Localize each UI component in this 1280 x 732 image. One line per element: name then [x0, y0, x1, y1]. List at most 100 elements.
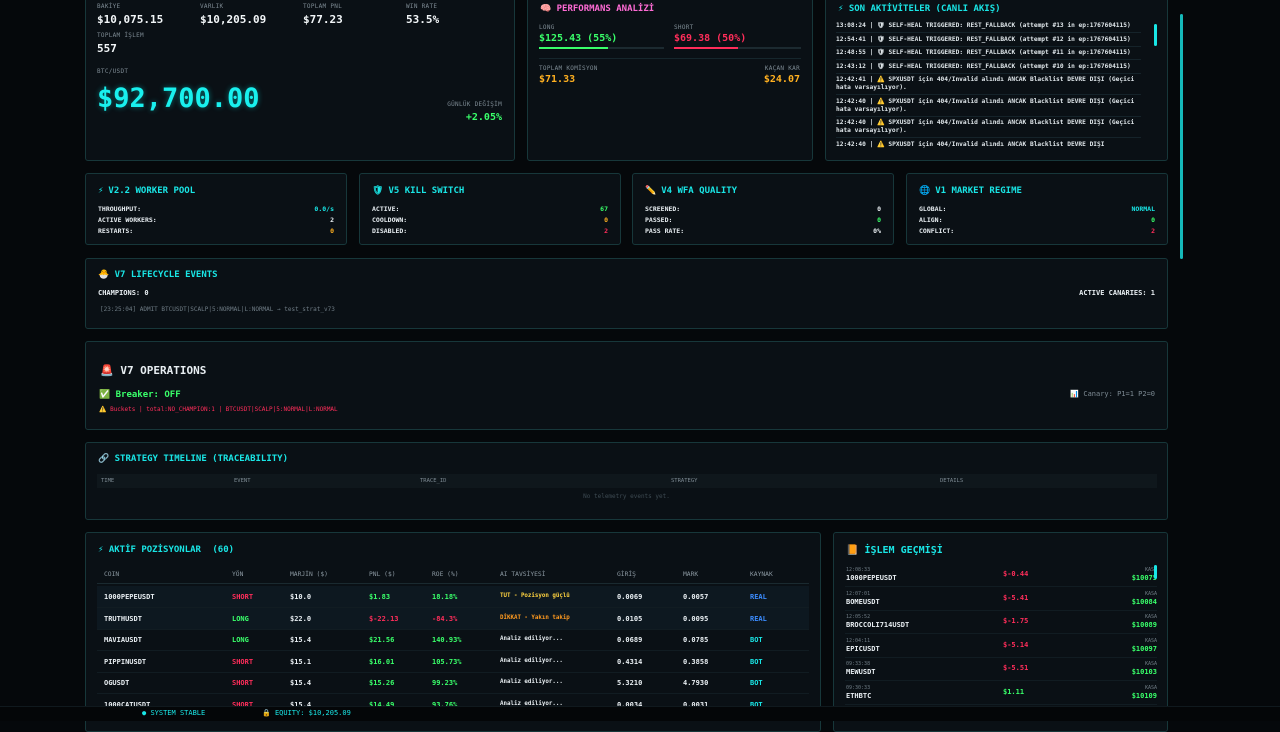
position-row: [97, 672, 809, 694]
cell-pnl: $15.26: [369, 679, 395, 687]
balance-label: KASA: [1144, 661, 1157, 667]
activity-entry: 12:42:40 | ⚠️ SPXUSDT için 404/Invalid a…: [836, 119, 1135, 134]
balance: $10103: [1131, 668, 1157, 676]
cell-pnl: $21.56: [369, 636, 395, 644]
position-row: [97, 629, 809, 651]
short-label: SHORT: [674, 24, 694, 31]
cell-pnl: $14.49: [369, 700, 395, 709]
cell-side: LONG: [232, 614, 249, 623]
canary: 📊 Canary: P1=1 P2=0: [1070, 390, 1155, 398]
scrollbar: [1154, 565, 1157, 579]
trade-time: 09:33:38: [846, 661, 871, 667]
metric-label: DISABLED:: [372, 227, 408, 235]
champions: CHAMPIONS: 0: [98, 289, 149, 297]
card-icon: 🌐: [919, 186, 931, 196]
trade-pnl: $-1.75: [1003, 617, 1029, 625]
metric-value: 0: [1151, 216, 1155, 224]
trade-symbol: EPICUSDT: [846, 644, 880, 653]
short-fill: [674, 47, 738, 49]
cell-coin: MAVIAUSDT: [104, 636, 142, 644]
column-header: ROE (%): [432, 571, 459, 578]
column-header: PNL ($): [369, 571, 396, 578]
balance-label: KASA: [1144, 684, 1157, 691]
row-divider: [845, 633, 1157, 634]
cell-entry: 0.4314: [617, 657, 643, 666]
metric-label: ACTIVE WORKERS:: [98, 216, 157, 224]
cell-mark: 0.0095: [683, 614, 709, 623]
balance-label: KASA: [1144, 590, 1157, 597]
stat-value: $77.23: [303, 13, 343, 26]
column-header: STRATEGY: [671, 478, 698, 484]
metric-label: SCREENED:: [645, 205, 681, 213]
trade-time: 12:04:11: [846, 637, 871, 644]
scrollbar: [1154, 24, 1157, 46]
footer: ● SYSTEM STABLE 🔒 EQUITY: $10,205.09: [0, 706, 1280, 721]
card-title: 🌐 V1 MARKET REGIME: [919, 186, 1022, 196]
metric-label: RESTARTS:: [98, 227, 134, 235]
card-icon: ⚡: [98, 186, 104, 196]
title: V4 WFA QUALITY: [661, 186, 738, 196]
column-header: YÖN: [232, 571, 244, 578]
timeline-header: TIME EVENT TRACE_ID STRATEGY DETAILS: [97, 474, 1157, 488]
title: V5 KILL SWITCH: [388, 186, 465, 196]
account-panel: BTC/USDT $92,700.00 GÜNLÜK DEĞİŞİM +2.05…: [85, 0, 515, 161]
lifecycle-panel: 🐣 V7 LIFECYCLE EVENTS CHAMPIONS: 0 ACTIV…: [85, 258, 1168, 329]
cell-side: SHORT: [232, 679, 254, 687]
long-value: $125.43 (55%): [539, 33, 618, 44]
column-header: AI TAVSİYESİ: [500, 571, 546, 578]
history-list: 12:08:33 1000PEPEUSDT $-0.44 KASA $10075 12:0…: [845, 567, 1157, 731]
stat-value: $10,075.15: [97, 13, 164, 26]
header-divider: [97, 583, 809, 584]
balance-label: KASA: [1144, 637, 1157, 644]
cell-advice: TUT - Pozisyon güçlü: [500, 593, 570, 599]
cell-roe: 105.73%: [432, 657, 462, 666]
trade-pnl: $-5.51: [1003, 664, 1029, 672]
stat-label: TOPLAM PNL: [303, 3, 343, 10]
activity-entry: 12:42:40 | ⚠️ SPXUSDT için 404/Invalid a…: [836, 97, 1135, 113]
activity-entry: 12:43:12 | 🛡 SELF-HEAL TRIGGERED: REST_F…: [836, 62, 1131, 70]
performance-title: 🧠 PERFORMANS ANALİZİ: [540, 4, 655, 14]
trade-pnl: $1.11: [1003, 687, 1025, 696]
cell-margin: $22.0: [290, 614, 312, 623]
stat-label: BAKİYE: [97, 3, 121, 10]
column-header: DETAILS: [940, 478, 964, 484]
card-title: ⚡ V2.2 WORKER POOL: [98, 186, 195, 196]
entry-divider: [836, 94, 1141, 95]
entry-divider: [836, 32, 1141, 33]
cell-margin: $15.1: [290, 657, 312, 666]
timeline-empty: No telemetry events yet.: [583, 493, 670, 500]
metric-value: 0%: [873, 227, 881, 235]
missed-label: KAÇAN KAR: [764, 65, 800, 72]
title: ⚡ AKTİF POZİSYONLAR: [98, 545, 201, 555]
cell-margin: $15.4: [290, 636, 312, 644]
footer-status: ● SYSTEM STABLE: [142, 709, 206, 717]
cell-entry: 0.0034: [617, 700, 643, 709]
cell-coin: 1000CATUSDT: [104, 700, 151, 709]
cell-margin: $10.0: [290, 593, 312, 601]
column-header: KAYNAK: [750, 571, 773, 578]
column-header: COIN: [104, 571, 120, 578]
cell-mark: 0.0785: [683, 636, 709, 644]
cell-source: BOT: [750, 657, 763, 666]
column-header: MARJİN ($): [290, 571, 328, 578]
cell-source: REAL: [750, 593, 767, 601]
metric-label: CONFLICT:: [919, 227, 955, 235]
entry-divider: [836, 72, 1141, 74]
metric-value: 0: [877, 205, 881, 213]
cell-roe: 18.18%: [432, 593, 458, 601]
trade-time: 09:30:33: [846, 684, 871, 691]
metric-value: 2: [330, 216, 334, 224]
page-scrollbar: [1180, 14, 1183, 259]
lifecycle-log: [23:25:04] ADMIT BTCUSDT|SCALP|5:NORMAL|…: [100, 306, 335, 313]
card: 🌐 V1 MARKET REGIME GLOBAL: NORMAL ALIGN: 0 CON…: [906, 173, 1168, 245]
activity-panel: ⚡ SON AKTİVİTELER (CANLI AKIŞ) 13:08:24 …: [825, 0, 1168, 161]
activity-title: ⚡ SON AKTİVİTELER (CANLI AKIŞ): [838, 4, 1001, 14]
metric-value: 2: [604, 227, 608, 235]
history-title: 📙 İŞLEM GEÇMİŞİ: [846, 545, 943, 556]
cell-coin: 1000PEPEUSDT: [104, 593, 155, 601]
cell-advice: Analiz ediliyor...: [500, 679, 563, 685]
stat-value: 557: [97, 42, 117, 55]
cell-mark: 0.3858: [683, 657, 709, 666]
cell-roe: 99.23%: [432, 679, 458, 687]
